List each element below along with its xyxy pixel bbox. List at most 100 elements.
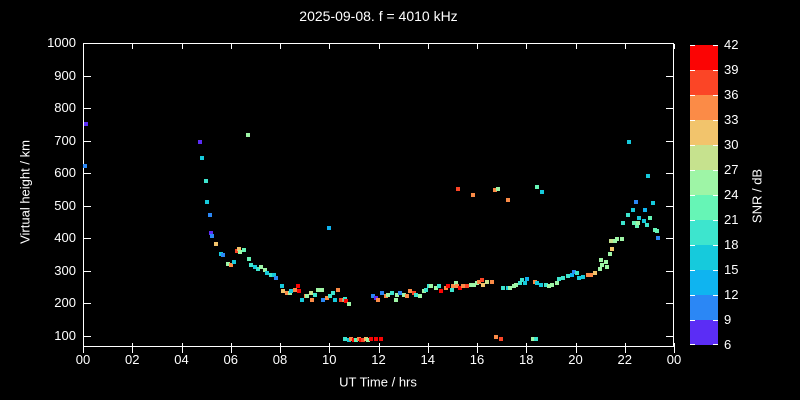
data-point xyxy=(255,266,260,271)
data-point xyxy=(210,234,215,239)
data-point xyxy=(650,201,655,206)
data-point xyxy=(315,287,320,292)
x-tick xyxy=(132,343,134,353)
data-point xyxy=(366,338,371,343)
data-point xyxy=(493,188,498,193)
data-point xyxy=(351,338,356,343)
colorbar-tick xyxy=(690,270,695,271)
data-point xyxy=(343,296,348,301)
x-tick-label: 08 xyxy=(272,352,288,367)
data-point xyxy=(386,292,391,297)
x-tick-label: 06 xyxy=(223,352,238,367)
data-point xyxy=(418,294,423,299)
data-point xyxy=(471,193,476,198)
y-tick-label: 800 xyxy=(54,100,76,116)
colorbar-segment xyxy=(690,320,718,345)
data-point xyxy=(455,284,460,289)
y-tick-right xyxy=(666,303,673,305)
colorbar-segment xyxy=(690,245,718,270)
data-point xyxy=(297,289,302,294)
data-point xyxy=(304,294,309,299)
data-point xyxy=(249,262,254,267)
data-point xyxy=(472,282,477,287)
colorbar-segment xyxy=(690,95,718,120)
data-point xyxy=(615,237,620,242)
colorbar-tick xyxy=(690,295,695,296)
data-point xyxy=(402,292,407,297)
data-point xyxy=(531,336,536,341)
data-point xyxy=(627,139,632,144)
x-tick-top xyxy=(674,44,675,49)
data-point xyxy=(313,292,318,297)
data-point xyxy=(605,264,610,269)
x-tick-top xyxy=(624,44,626,49)
colorbar-tick xyxy=(713,120,718,121)
x-tick-label: 04 xyxy=(174,352,189,367)
data-point xyxy=(637,216,642,221)
data-point xyxy=(633,199,638,204)
data-point xyxy=(368,336,373,341)
data-point xyxy=(505,286,510,291)
data-point xyxy=(205,199,210,204)
data-point xyxy=(644,222,649,227)
data-point xyxy=(259,264,264,269)
x-tick xyxy=(477,343,478,353)
data-point xyxy=(468,282,473,287)
colorbar-segment xyxy=(690,120,718,145)
y-tick-label: 400 xyxy=(54,230,76,246)
data-point xyxy=(464,284,469,289)
colorbar-tick xyxy=(713,45,718,46)
chart-title: 2025-09-08. f = 4010 kHz xyxy=(299,8,458,24)
data-point xyxy=(354,338,359,343)
data-point xyxy=(349,336,354,341)
data-point xyxy=(359,338,364,343)
data-point xyxy=(344,299,349,304)
colorbar-segment xyxy=(690,270,718,295)
data-point xyxy=(576,275,581,280)
y-tick xyxy=(84,303,91,305)
data-point xyxy=(328,294,333,299)
colorbar-tick xyxy=(690,220,695,221)
x-tick-label: 14 xyxy=(420,352,435,367)
data-point xyxy=(208,230,213,235)
y-tick-right xyxy=(666,140,673,142)
data-point xyxy=(514,282,519,287)
x-tick xyxy=(624,343,626,353)
colorbar-tick xyxy=(713,220,718,221)
y-tick-right xyxy=(666,335,673,337)
data-point xyxy=(505,198,510,203)
data-point xyxy=(634,224,639,229)
x-tick-top xyxy=(83,44,84,49)
data-point xyxy=(393,297,398,302)
x-tick-label: 10 xyxy=(322,352,337,367)
y-tick xyxy=(84,335,91,337)
data-point xyxy=(245,133,250,138)
y-tick xyxy=(84,140,91,142)
data-point xyxy=(569,272,574,277)
y-tick xyxy=(84,108,91,110)
colorbar-segment xyxy=(690,170,718,195)
data-point xyxy=(525,276,530,281)
data-point xyxy=(292,287,297,292)
y-tick-right xyxy=(666,270,673,272)
data-point xyxy=(453,281,458,286)
data-point xyxy=(450,287,455,292)
data-point xyxy=(228,263,233,268)
x-tick-top xyxy=(230,44,232,49)
colorbar-tick xyxy=(690,70,695,71)
x-tick-top xyxy=(132,44,134,49)
data-point xyxy=(572,269,577,274)
data-point xyxy=(457,286,462,291)
data-point xyxy=(636,221,641,225)
data-point xyxy=(200,155,205,160)
data-point xyxy=(500,286,505,291)
y-tick-right xyxy=(666,108,673,110)
data-point xyxy=(361,338,366,343)
data-point xyxy=(389,290,394,295)
colorbar-tick-label: 12 xyxy=(724,287,739,302)
data-point xyxy=(213,242,218,247)
data-point xyxy=(408,289,413,294)
data-point xyxy=(508,286,512,291)
data-point xyxy=(456,186,461,191)
data-point xyxy=(346,338,351,343)
